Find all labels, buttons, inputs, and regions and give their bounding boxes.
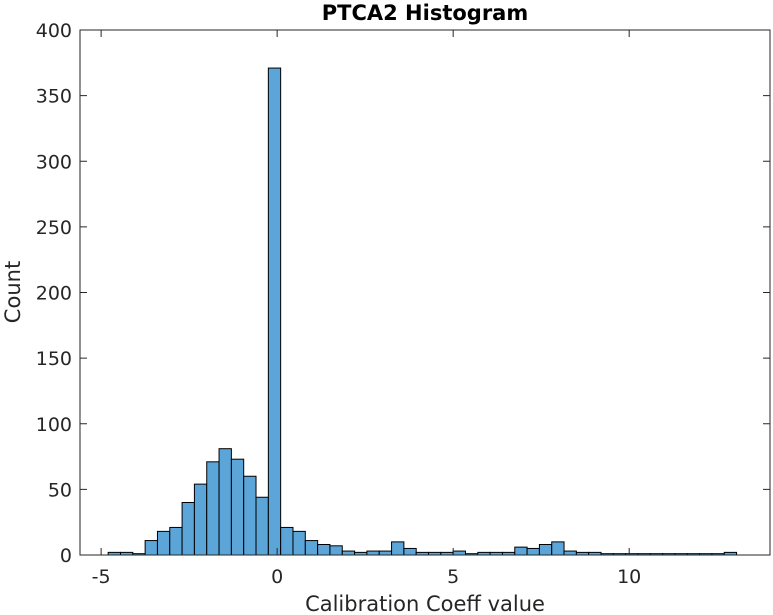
histogram-bar: [452, 550, 466, 556]
histogram-bar: [230, 458, 245, 556]
histogram-bar: [304, 540, 319, 556]
histogram-bar: [563, 550, 577, 556]
histogram-bar: [267, 67, 282, 556]
histogram-bar: [514, 546, 528, 556]
y-tick-label: 0: [60, 545, 72, 567]
y-tick-label: 350: [36, 86, 72, 108]
histogram-bar: [156, 530, 171, 556]
chart-title: PTCA2 Histogram: [322, 1, 528, 25]
x-axis-label: Calibration Coeff value: [305, 592, 545, 615]
histogram-bar: [280, 526, 294, 556]
x-tick-label: 0: [271, 566, 283, 588]
y-tick-label: 50: [48, 479, 72, 501]
histogram-bar: [329, 545, 343, 556]
histogram-bar: [526, 547, 540, 556]
histogram-bar: [391, 541, 405, 556]
axes-box: [79, 29, 771, 556]
y-tick-label: 200: [36, 283, 72, 305]
y-tick-label: 150: [36, 348, 72, 370]
y-tick-label: 400: [36, 20, 72, 42]
histogram-bar: [403, 547, 417, 556]
histogram-bar: [193, 483, 208, 556]
histogram-bar: [218, 448, 232, 556]
histogram-bar: [255, 496, 269, 556]
y-tick-label: 300: [36, 151, 72, 173]
x-tick-label: 5: [447, 566, 459, 588]
histogram-bar: [144, 540, 158, 556]
y-tick-label: 100: [36, 414, 72, 436]
histogram-bar: [538, 544, 553, 556]
histogram-bar: [378, 550, 393, 556]
histogram-bar: [551, 541, 565, 556]
bars-group: [107, 67, 738, 556]
y-axis-label: Count: [1, 261, 25, 323]
y-tick-label: 250: [36, 217, 72, 239]
histogram-bar: [169, 526, 183, 556]
x-tick-label: 10: [617, 566, 641, 588]
histogram-bar: [341, 550, 356, 556]
histogram-bar: [243, 475, 257, 556]
histogram-bar: [292, 530, 306, 556]
histogram-bar: [317, 544, 331, 556]
histogram-bar: [181, 502, 195, 556]
x-tick-label: -5: [92, 566, 111, 588]
histogram-bar: [206, 461, 220, 556]
histogram-bar: [366, 550, 380, 556]
